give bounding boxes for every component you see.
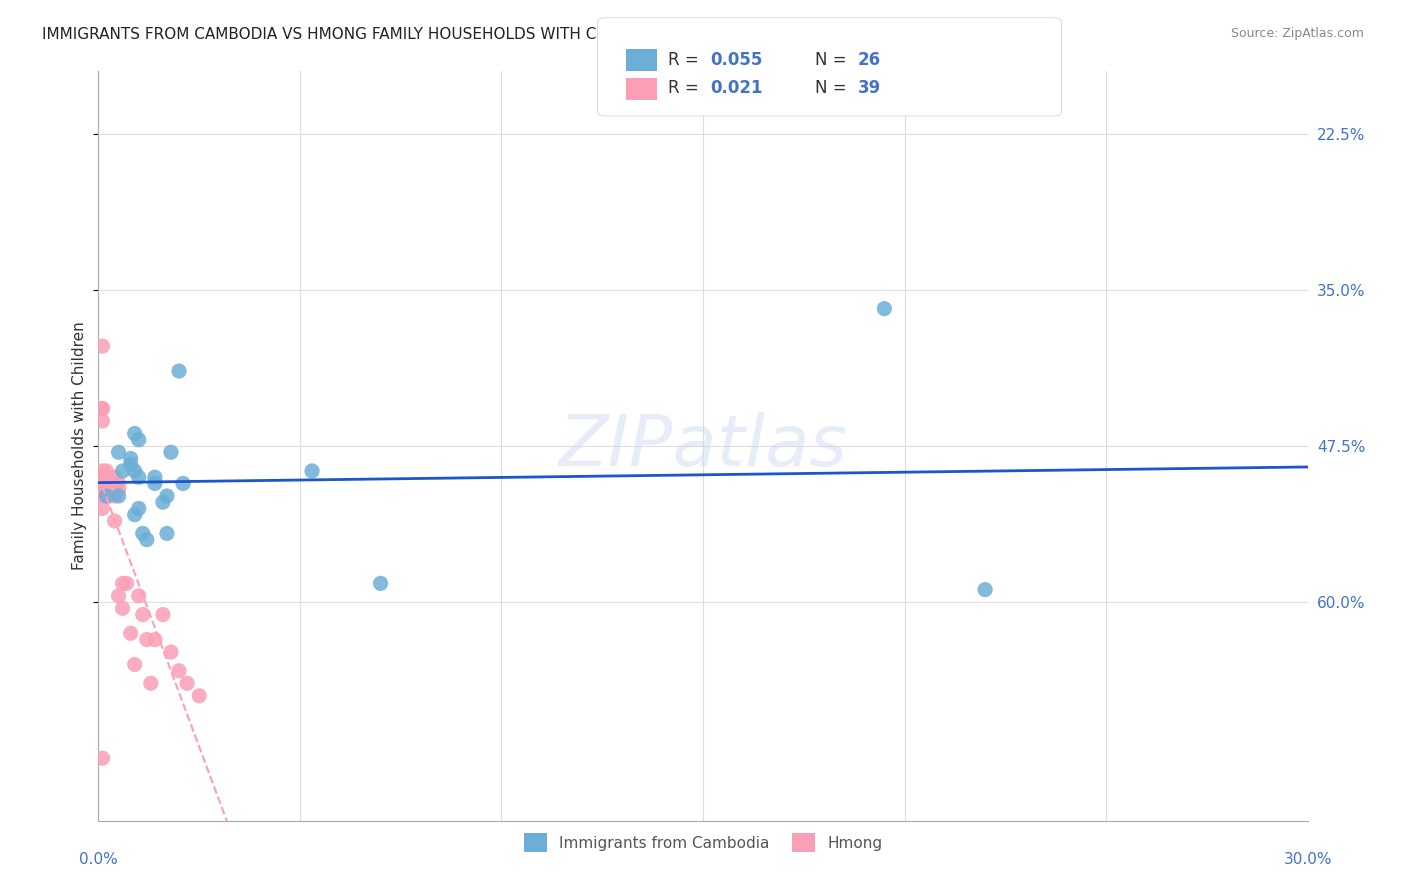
Point [91,501,114,516]
Text: 0.055: 0.055 [710,51,762,69]
Point [91,476,114,491]
Point [143,470,166,484]
Legend: Immigrants from Cambodia, Hmong: Immigrants from Cambodia, Hmong [517,827,889,858]
Point [176,676,198,690]
Point [120,458,142,472]
Point [96,489,118,503]
Point [124,426,146,441]
Point [132,607,155,622]
Point [135,632,157,647]
Point [120,626,142,640]
Point [103,470,125,484]
Point [370,576,392,591]
Point [128,589,150,603]
Point [100,483,122,497]
Y-axis label: Family Households with Children: Family Households with Children [72,322,87,570]
Point [128,470,150,484]
Text: Source: ZipAtlas.com: Source: ZipAtlas.com [1230,27,1364,40]
Point [96,476,118,491]
Point [120,451,142,466]
Point [91,401,114,416]
Point [301,464,323,478]
Point [128,501,150,516]
Point [143,476,166,491]
Point [100,476,122,491]
Text: 26: 26 [858,51,880,69]
Text: 39: 39 [858,79,882,97]
Point [135,533,157,547]
Point [974,582,997,597]
Text: 0.0%: 0.0% [79,852,118,867]
Point [132,526,155,541]
Text: R =: R = [668,51,704,69]
Text: IMMIGRANTS FROM CAMBODIA VS HMONG FAMILY HOUSEHOLDS WITH CHILDREN CORRELATION CH: IMMIGRANTS FROM CAMBODIA VS HMONG FAMILY… [42,27,834,42]
Point [143,632,166,647]
Point [107,589,129,603]
Text: R =: R = [668,79,704,97]
Point [107,445,129,459]
Point [873,301,896,316]
Point [156,489,179,503]
Point [96,489,118,503]
Point [96,483,118,497]
Point [115,576,138,591]
Point [128,433,150,447]
Text: 30.0%: 30.0% [1284,852,1331,867]
Point [107,483,129,497]
Text: N =: N = [815,79,852,97]
Point [91,483,114,497]
Point [124,508,146,522]
Text: N =: N = [815,51,852,69]
Point [172,476,194,491]
Point [188,689,211,703]
Point [107,476,129,491]
Point [91,751,114,765]
Point [103,489,125,503]
Point [91,414,114,428]
Point [167,664,190,678]
Point [124,464,146,478]
Point [100,489,122,503]
Point [91,464,114,478]
Point [91,339,114,353]
Point [91,489,114,503]
Point [139,676,162,690]
Point [96,464,118,478]
Point [107,489,129,503]
Point [111,464,134,478]
Point [111,576,134,591]
Point [111,601,134,615]
Point [152,607,174,622]
Text: ZIPatlas: ZIPatlas [558,411,848,481]
Point [103,514,125,528]
Point [167,364,190,378]
Point [152,495,174,509]
Point [124,657,146,672]
Point [96,470,118,484]
Point [156,526,179,541]
Point [160,645,183,659]
Point [160,445,183,459]
Point [91,401,114,416]
Text: 0.021: 0.021 [710,79,762,97]
